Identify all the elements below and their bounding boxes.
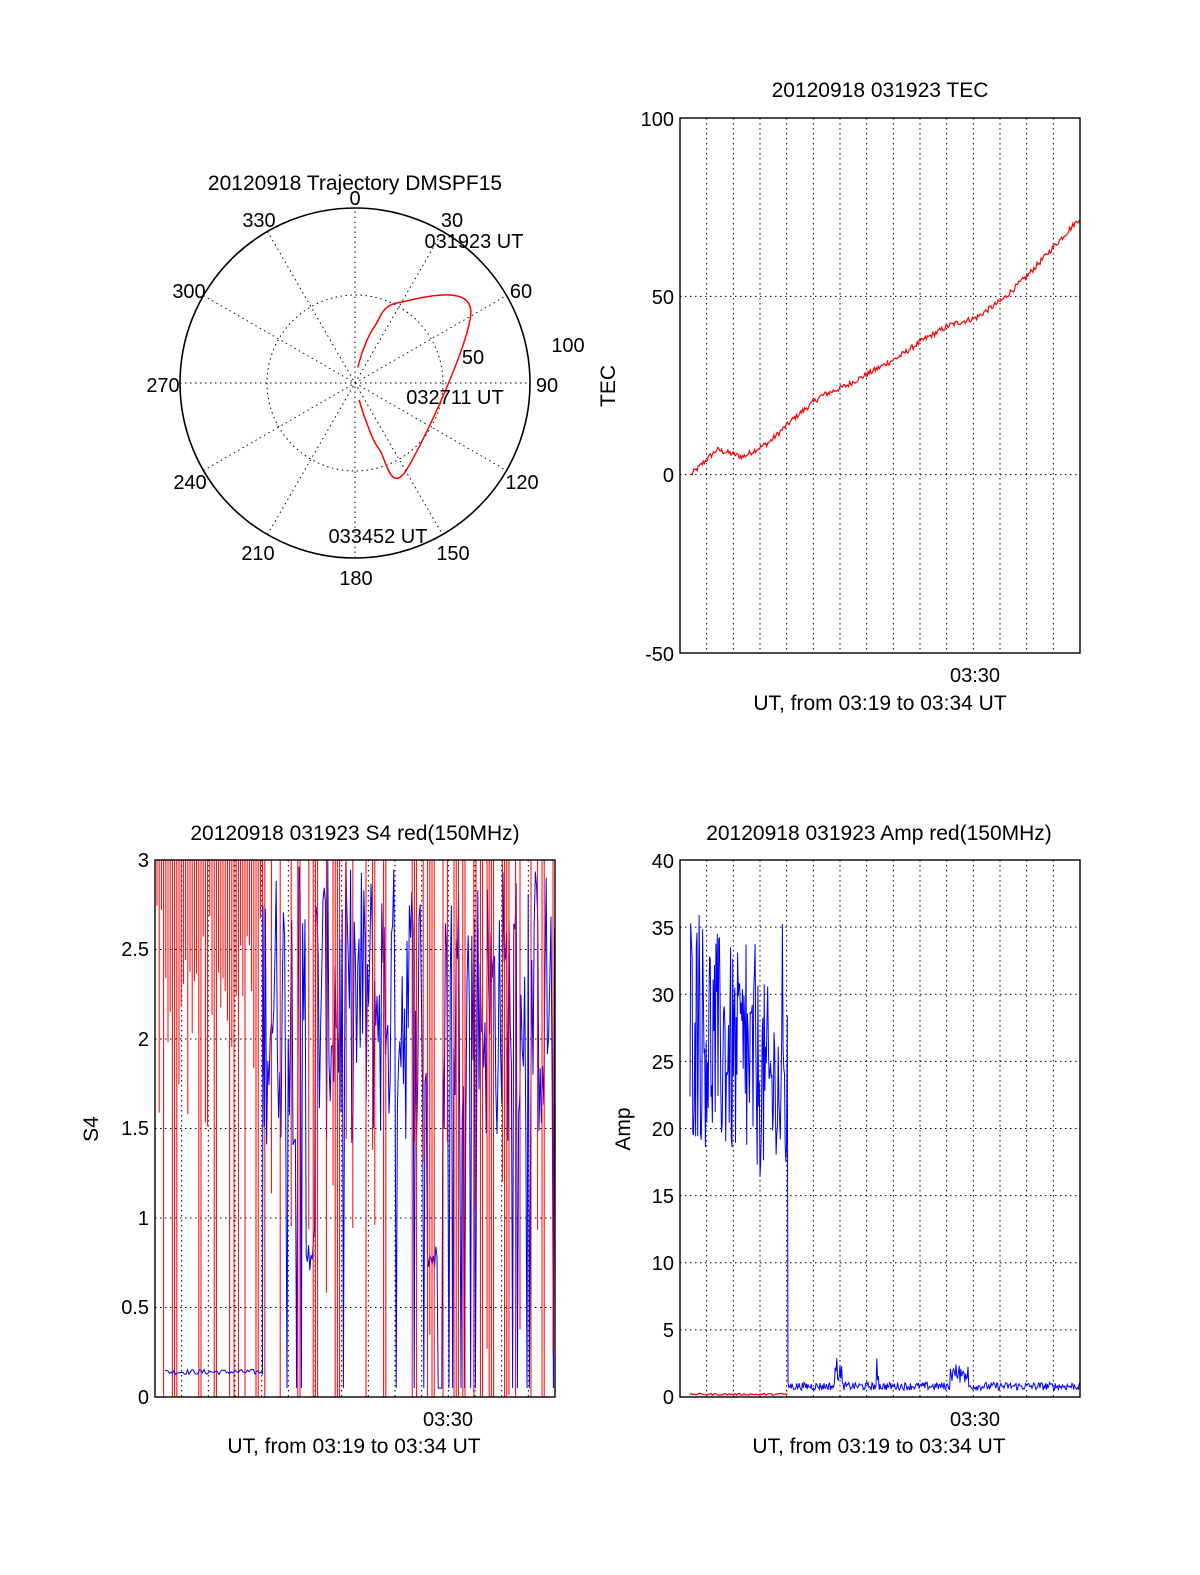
trajectory-line bbox=[356, 294, 472, 480]
time-label-end: 033452 UT bbox=[329, 526, 428, 548]
amp-ytick-label: 10 bbox=[652, 1253, 674, 1275]
tec-ytick-label: -50 bbox=[645, 644, 674, 666]
tec-grid bbox=[680, 118, 1080, 653]
tec-ytick-label: 50 bbox=[652, 287, 674, 309]
s4-blue-series bbox=[164, 860, 556, 1389]
s4-ytick-label: 3 bbox=[138, 850, 149, 872]
polar-inner-ring bbox=[266, 294, 444, 472]
s4-xtick-label: 03:30 bbox=[423, 1409, 473, 1431]
tec-frame bbox=[679, 117, 1081, 654]
amp-ytick-label: 5 bbox=[663, 1320, 674, 1342]
s4-ylabel: S4 bbox=[80, 1116, 103, 1142]
amp-xtick-label: 03:30 bbox=[950, 1409, 1000, 1431]
tec-ylabel: TEC bbox=[597, 365, 620, 407]
azimuth-label-60: 60 bbox=[510, 281, 532, 303]
amp-ytick-label: 0 bbox=[663, 1387, 674, 1409]
s4-frame bbox=[154, 859, 556, 1398]
amp-ytick-label: 20 bbox=[652, 1119, 674, 1141]
s4-title: 20120918 031923 S4 red(150MHz) bbox=[190, 822, 519, 845]
amp-plot: 20120918 031923 Amp red(150MHz) 40 35 30… bbox=[612, 822, 1081, 1458]
amp-title: 20120918 031923 Amp red(150MHz) bbox=[706, 822, 1052, 845]
amp-ytick-label: 30 bbox=[652, 985, 674, 1007]
elevation-label-50: 50 bbox=[462, 347, 484, 369]
amp-xlabel: UT, from 03:19 to 03:34 UT bbox=[752, 1435, 1005, 1458]
s4-ytick-label: 0 bbox=[138, 1387, 149, 1409]
azimuth-label-30: 30 bbox=[441, 210, 463, 232]
azimuth-label-180: 180 bbox=[339, 568, 372, 590]
amp-y-ticks: 40 35 30 25 20 15 10 5 0 bbox=[652, 851, 674, 1409]
amp-blue-series bbox=[689, 914, 1081, 1392]
s4-red-series bbox=[156, 860, 266, 1397]
amp-red-series bbox=[689, 1392, 788, 1397]
polar-trajectory-plot: 20120918 Trajectory DMSPF15 0 30 60 90 1… bbox=[146, 172, 584, 590]
tec-xtick-label: 03:30 bbox=[950, 665, 1000, 687]
amp-ytick-label: 25 bbox=[652, 1052, 674, 1074]
s4-red-series-overlay bbox=[270, 860, 554, 1397]
elevation-label-100: 100 bbox=[551, 335, 584, 357]
polar-spokes bbox=[180, 208, 530, 558]
azimuth-label-240: 240 bbox=[173, 472, 206, 494]
amp-ytick-label: 15 bbox=[652, 1186, 674, 1208]
amp-ylabel: Amp bbox=[612, 1107, 635, 1150]
time-label-start: 031923 UT bbox=[425, 231, 524, 253]
amp-frame bbox=[679, 859, 1081, 1398]
amp-grid bbox=[680, 860, 1080, 1397]
azimuth-label-120: 120 bbox=[505, 472, 538, 494]
tec-plot: 20120918 031923 TEC 100 50 0 -50 03:30 U… bbox=[597, 79, 1081, 715]
azimuth-label-90: 90 bbox=[536, 375, 558, 397]
s4-y-ticks: 3 2.5 2 1.5 1 0.5 0 bbox=[121, 850, 149, 1409]
s4-ytick-label: 2.5 bbox=[121, 939, 149, 961]
polar-azimuth-labels: 0 30 60 90 120 150 180 210 240 270 300 3… bbox=[146, 188, 558, 590]
amp-ytick-label: 35 bbox=[652, 918, 674, 940]
azimuth-label-150: 150 bbox=[436, 543, 469, 565]
amp-ytick-label: 40 bbox=[652, 851, 674, 873]
azimuth-label-0: 0 bbox=[349, 188, 360, 210]
tec-xlabel: UT, from 03:19 to 03:34 UT bbox=[753, 692, 1006, 715]
time-label-mid: 032711 UT bbox=[406, 387, 503, 409]
s4-plot: 20120918 031923 S4 red(150MHz) 3 2.5 2 1… bbox=[80, 822, 556, 1458]
s4-ytick-label: 2 bbox=[138, 1029, 149, 1051]
tec-ytick-label: 100 bbox=[641, 109, 674, 131]
azimuth-label-210: 210 bbox=[241, 543, 274, 565]
s4-ytick-label: 1.5 bbox=[121, 1118, 149, 1140]
tec-ytick-label: 0 bbox=[663, 465, 674, 487]
polar-title: 20120918 Trajectory DMSPF15 bbox=[208, 172, 502, 195]
tec-y-ticks: 100 50 0 -50 bbox=[641, 109, 674, 666]
azimuth-label-330: 330 bbox=[242, 210, 275, 232]
tec-series-line bbox=[690, 219, 1081, 476]
azimuth-label-300: 300 bbox=[172, 281, 205, 303]
azimuth-label-270: 270 bbox=[146, 375, 179, 397]
tec-title: 20120918 031923 TEC bbox=[772, 79, 989, 102]
s4-xlabel: UT, from 03:19 to 03:34 UT bbox=[227, 1435, 480, 1458]
s4-ytick-label: 1 bbox=[138, 1208, 149, 1230]
polar-spoke bbox=[267, 231, 443, 535]
s4-ytick-label: 0.5 bbox=[121, 1297, 149, 1319]
